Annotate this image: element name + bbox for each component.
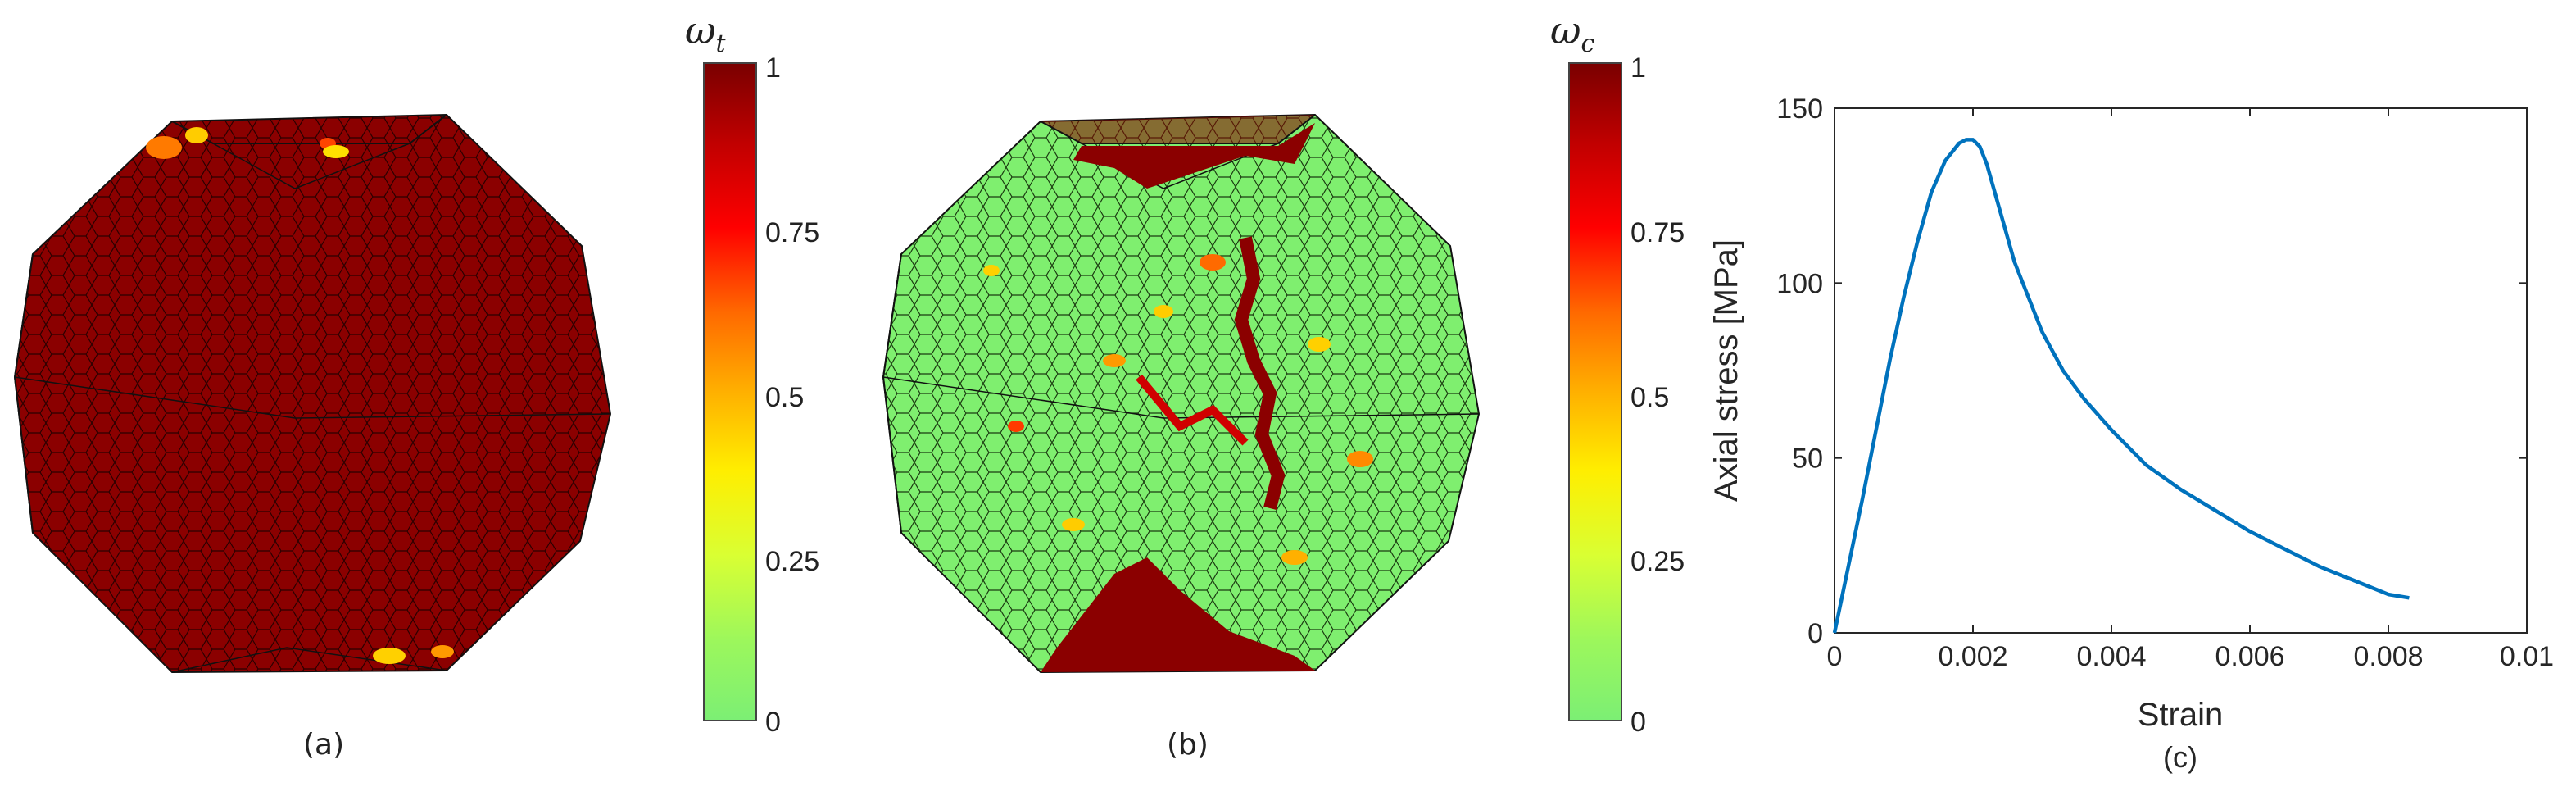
colorbar-a-tick-05: 0.5	[765, 382, 805, 413]
colorbar-b-tick-0: 0	[1630, 707, 1646, 738]
colorbar-b-title: ωc	[1550, 8, 1595, 59]
x-tick-label: 0.01	[2500, 641, 2554, 672]
colorbar-b-tick-075: 0.75	[1630, 217, 1685, 248]
y-tick-label: 50	[1792, 443, 1823, 475]
x-axis-label: Strain	[2138, 697, 2224, 733]
polyhedron-b	[882, 113, 1481, 674]
colorbar-a-tick-1: 1	[765, 52, 781, 84]
x-tick-label: 0.004	[2076, 641, 2146, 672]
caption-b: (b)	[1167, 728, 1209, 762]
colorbar-b-tick-025: 0.25	[1630, 546, 1685, 577]
x-tick-label: 0.008	[2353, 641, 2423, 672]
damage-bands-b	[983, 123, 1373, 672]
y-tick-label: 100	[1776, 268, 1823, 299]
damage-spots-a	[146, 127, 454, 664]
y-axis-label: Axial stress [MPa]	[1708, 239, 1744, 502]
y-tick-label: 150	[1776, 93, 1823, 125]
colorbar-a-tick-025: 0.25	[765, 546, 820, 577]
y-tick-label: 0	[1807, 618, 1823, 649]
stress-strain-chart: 0 0.002 0.004 0.006 0.008 0.01 0 50 100 150 Stra…	[1708, 93, 2554, 774]
x-tick-label: 0.006	[2215, 641, 2284, 672]
x-tick-label: 0	[1827, 641, 1843, 672]
colorbar-a-tick-075: 0.75	[765, 217, 820, 248]
x-tick-label: 0.002	[1938, 641, 2007, 672]
colorbar-a-tick-0: 0	[765, 707, 781, 738]
series-line	[1832, 138, 2410, 634]
polyhedron-a	[13, 113, 612, 674]
colorbar-a-title: ωt	[685, 8, 726, 59]
colorbar-a	[703, 62, 757, 721]
colorbar-b	[1568, 62, 1622, 721]
colorbar-b-tick-05: 0.5	[1630, 382, 1670, 413]
caption-c: (c)	[2163, 740, 2197, 774]
caption-a: (a)	[303, 728, 345, 762]
colorbar-b-tick-1: 1	[1630, 52, 1646, 84]
plot-area	[1834, 107, 2528, 634]
